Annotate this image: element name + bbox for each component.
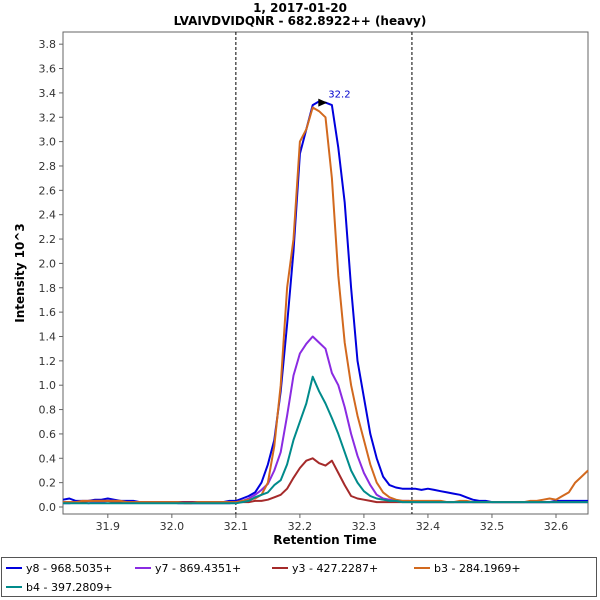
y-axis: 0.0 0.2 0.4 0.6 0.8 1.0 1.2 1.4 1.6 1.8 2.0 2.2 2.4 2… bbox=[39, 38, 63, 514]
legend-label: b4 - 397.2809+ bbox=[26, 580, 113, 594]
y-axis-label: Intensity 10^3 bbox=[13, 223, 27, 323]
legend-item: y7 - 869.4351+ bbox=[135, 559, 241, 577]
y-tick-label: 1.6 bbox=[39, 306, 57, 319]
legend-swatch bbox=[6, 586, 22, 588]
annotations: 32.2 bbox=[318, 90, 351, 107]
chromatogram-chart: 1, 2017-01-20 LVAIVDVIDQNR - 682.8922++ … bbox=[13, 1, 589, 547]
y-tick-label: 3.4 bbox=[39, 87, 57, 100]
x-tick-label: 32.2 bbox=[288, 520, 313, 533]
y-tick-label: 0.4 bbox=[39, 452, 57, 465]
legend-swatch bbox=[414, 567, 430, 569]
y-tick-label: 0.0 bbox=[39, 501, 57, 514]
x-tick-label: 32.0 bbox=[160, 520, 185, 533]
y-tick-label: 0.2 bbox=[39, 477, 57, 490]
y-tick-label: 2.2 bbox=[39, 233, 57, 246]
legend-item: y3 - 427.2287+ bbox=[272, 559, 378, 577]
legend-label: b3 - 284.1969+ bbox=[434, 561, 521, 575]
x-tick-label: 32.6 bbox=[544, 520, 569, 533]
legend-swatch bbox=[135, 567, 151, 569]
x-tick-label: 32.4 bbox=[416, 520, 441, 533]
apex-marker bbox=[318, 98, 328, 107]
apex-label: 32.2 bbox=[328, 90, 350, 101]
legend-swatch bbox=[272, 567, 288, 569]
y-tick-label: 2.6 bbox=[39, 184, 57, 197]
legend-item: b3 - 284.1969+ bbox=[414, 559, 521, 577]
y-tick-label: 3.2 bbox=[39, 111, 57, 124]
y-tick-label: 3.0 bbox=[39, 136, 57, 149]
y-tick-label: 0.6 bbox=[39, 428, 57, 441]
x-tick-label: 32.3 bbox=[352, 520, 377, 533]
y-tick-label: 1.8 bbox=[39, 282, 57, 295]
x-tick-label: 32.1 bbox=[224, 520, 249, 533]
y-tick-label: 3.8 bbox=[39, 38, 57, 51]
y-tick-label: 1.4 bbox=[39, 330, 57, 343]
legend-swatch bbox=[6, 567, 22, 569]
y-tick-label: 2.8 bbox=[39, 160, 57, 173]
legend-item: b4 - 397.2809+ bbox=[6, 578, 113, 596]
y-tick-label: 2.0 bbox=[39, 257, 57, 270]
legend: y8 - 968.5035+ y7 - 869.4351+ y3 - 427.228… bbox=[1, 557, 597, 597]
y-tick-label: 1.0 bbox=[39, 379, 57, 392]
series-line bbox=[63, 375, 588, 505]
chart-title: 1, 2017-01-20 bbox=[253, 1, 347, 15]
chart-subtitle: LVAIVDVIDQNR - 682.8922++ (heavy) bbox=[174, 14, 427, 28]
plot-area bbox=[62, 31, 589, 515]
legend-label: y3 - 427.2287+ bbox=[292, 561, 379, 575]
x-tick-label: 32.5 bbox=[480, 520, 505, 533]
y-tick-label: 0.8 bbox=[39, 404, 57, 417]
x-tick-label: 31.9 bbox=[96, 520, 121, 533]
peak-boundaries bbox=[235, 32, 413, 514]
legend-item: y8 - 968.5035+ bbox=[6, 559, 112, 577]
x-axis-label: Retention Time bbox=[273, 533, 377, 547]
legend-label: y8 - 968.5035+ bbox=[26, 561, 113, 575]
y-tick-label: 1.2 bbox=[39, 355, 57, 368]
y-tick-label: 2.4 bbox=[39, 209, 57, 222]
legend-label: y7 - 869.4351+ bbox=[155, 561, 242, 575]
x-axis: 31.9 32.0 32.1 32.2 32.3 32.4 32.5 32.6 bbox=[96, 514, 569, 533]
y-tick-label: 3.6 bbox=[39, 63, 57, 76]
